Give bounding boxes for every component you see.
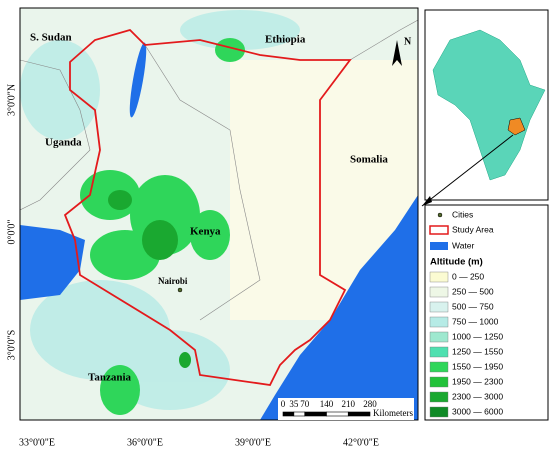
inset-map bbox=[421, 9, 549, 207]
country-label: Uganda bbox=[45, 137, 82, 149]
country-label: Tanzania bbox=[88, 372, 132, 384]
north-label: N bbox=[404, 36, 412, 47]
scale-label: 70 bbox=[300, 399, 310, 409]
scale-segment bbox=[304, 411, 327, 417]
y-label: 0°0'0" bbox=[6, 220, 17, 245]
legend-label: 1550 — 1950 bbox=[452, 361, 503, 371]
y-label: 3°0'0"S bbox=[6, 330, 17, 360]
legend-swatch bbox=[429, 361, 449, 373]
map-frame bbox=[19, 7, 419, 421]
legend-swatch bbox=[429, 286, 449, 298]
legend-swatch bbox=[429, 301, 449, 313]
scale-label: 0 bbox=[281, 399, 286, 409]
scale-segment bbox=[282, 411, 295, 417]
scale-segment bbox=[347, 411, 371, 417]
scale-segment bbox=[293, 411, 306, 417]
legend-label: 250 — 500 bbox=[452, 286, 494, 296]
legend-swatch bbox=[429, 391, 449, 403]
legend-label: 1250 — 1550 bbox=[452, 346, 503, 356]
scale-label: 35 bbox=[289, 399, 299, 409]
legend-swatch bbox=[429, 346, 449, 358]
city-label: Nairobi bbox=[158, 276, 188, 286]
legend-label: 0 — 250 bbox=[452, 271, 484, 281]
x-label: 36°0'0"E bbox=[127, 437, 163, 448]
legend-label: 1950 — 2300 bbox=[452, 376, 503, 386]
legend-label: Cities bbox=[452, 209, 473, 219]
legend-label: 500 — 750 bbox=[452, 301, 494, 311]
north-arrow: N bbox=[392, 36, 412, 66]
scale-unit: Kilometers bbox=[373, 408, 413, 418]
legend-label: 3000 — 6000 bbox=[452, 406, 503, 416]
y-label: 3°0'0"N bbox=[6, 84, 17, 116]
legend-swatch bbox=[429, 331, 449, 343]
legend-label: 750 — 1000 bbox=[452, 316, 499, 326]
legend-label: Water bbox=[452, 240, 475, 250]
scale-label: 280 bbox=[363, 399, 377, 409]
x-label: 39°0'0"E bbox=[235, 437, 271, 448]
country-label: Somalia bbox=[350, 154, 388, 166]
legend-swatch bbox=[429, 316, 449, 328]
scale-label: 140 bbox=[320, 399, 334, 409]
country-label: Ethiopia bbox=[265, 34, 306, 46]
legend: Cities Study Area Water Altitude (m) 0 —… bbox=[429, 209, 503, 418]
legend-swatch bbox=[429, 376, 449, 388]
legend-title: Altitude (m) bbox=[430, 257, 483, 268]
country-label: S. Sudan bbox=[30, 32, 72, 44]
country-label: Kenya bbox=[190, 226, 221, 238]
x-label: 33°0'0"E bbox=[19, 437, 55, 448]
legend-swatch bbox=[429, 271, 449, 283]
x-label: 42°0'0"E bbox=[343, 437, 379, 448]
scale-segment bbox=[326, 411, 349, 417]
main-map bbox=[20, 8, 418, 420]
legend-box bbox=[424, 204, 549, 421]
legend-label: 2300 — 3000 bbox=[452, 391, 503, 401]
legend-swatch bbox=[429, 406, 449, 418]
legend-label: Study Area bbox=[452, 224, 494, 234]
scale-label: 210 bbox=[342, 399, 356, 409]
legend-label: 1000 — 1250 bbox=[452, 331, 503, 341]
